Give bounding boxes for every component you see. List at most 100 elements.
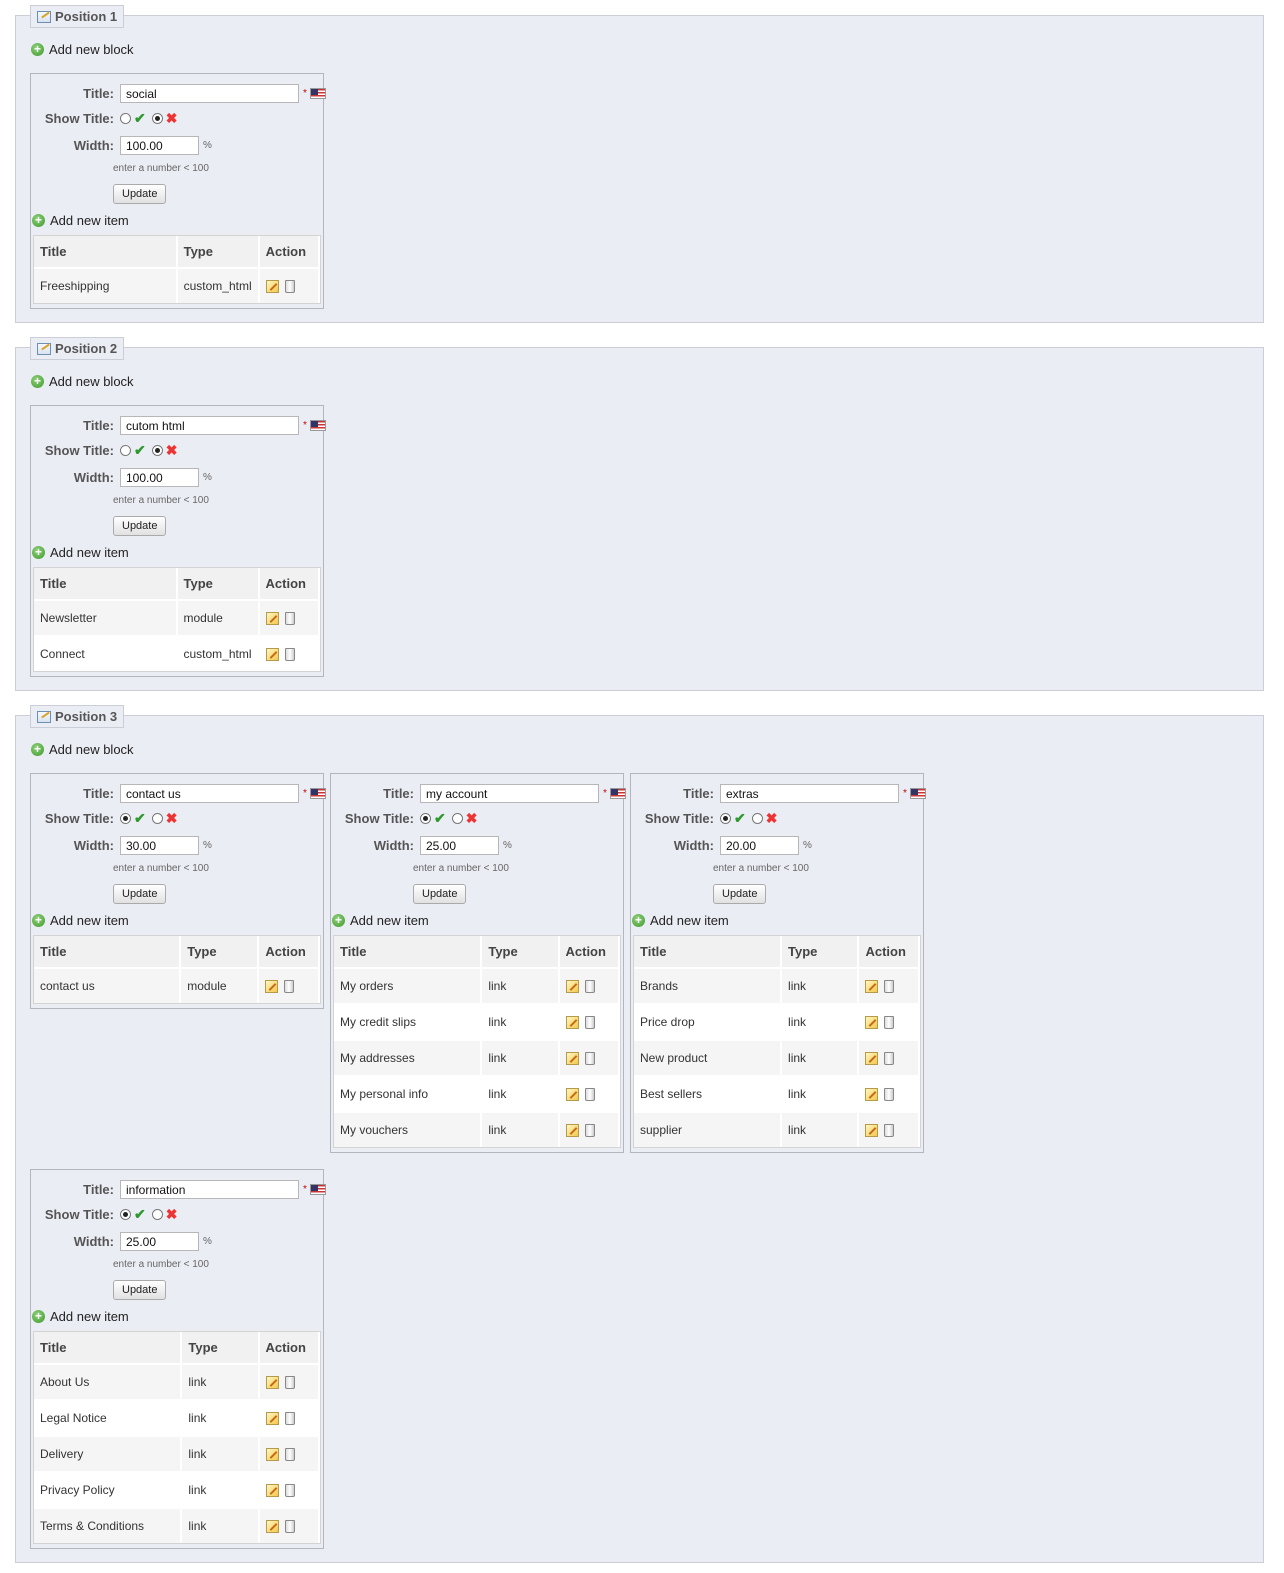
update-button[interactable]: Update xyxy=(113,884,167,904)
delete-icon[interactable] xyxy=(284,648,295,662)
add-block-button[interactable]: + Add new block xyxy=(31,42,134,57)
column-header-type[interactable]: Type xyxy=(177,236,260,267)
show-title-no-radio[interactable] xyxy=(451,813,463,824)
block-title-input[interactable]: my account xyxy=(420,784,599,803)
width-input[interactable]: 25.00 xyxy=(420,836,499,855)
show-title-yes-radio[interactable] xyxy=(720,813,731,824)
update-button[interactable]: Update xyxy=(713,884,767,904)
column-header-action[interactable]: Action xyxy=(859,936,920,967)
column-header-action[interactable]: Action xyxy=(259,568,320,599)
edit-icon[interactable] xyxy=(565,1052,579,1066)
delete-icon[interactable] xyxy=(584,1016,595,1030)
column-header-title[interactable]: Title xyxy=(634,936,783,967)
language-flag-icon[interactable] xyxy=(309,88,326,99)
edit-icon[interactable] xyxy=(265,980,279,994)
delete-icon[interactable] xyxy=(284,1412,295,1426)
delete-icon[interactable] xyxy=(284,1376,295,1390)
column-header-action[interactable]: Action xyxy=(259,936,320,967)
edit-icon[interactable] xyxy=(265,280,279,294)
delete-icon[interactable] xyxy=(584,1124,595,1138)
language-flag-icon[interactable] xyxy=(309,788,326,799)
show-title-yes-radio[interactable] xyxy=(120,445,131,456)
edit-icon[interactable] xyxy=(265,1520,279,1534)
update-button[interactable]: Update xyxy=(113,516,167,536)
show-title-no-radio[interactable] xyxy=(151,1209,163,1220)
add-block-button[interactable]: + Add new block xyxy=(31,374,134,389)
column-header-action[interactable]: Action xyxy=(259,1332,320,1363)
column-header-title[interactable]: Title xyxy=(34,1332,183,1363)
delete-icon[interactable] xyxy=(284,980,295,994)
delete-icon[interactable] xyxy=(884,1052,895,1066)
edit-icon[interactable] xyxy=(565,1088,579,1102)
column-header-title[interactable]: Title xyxy=(34,236,178,267)
delete-icon[interactable] xyxy=(584,1052,595,1066)
column-header-title[interactable]: Title xyxy=(334,936,483,967)
delete-icon[interactable] xyxy=(284,1520,295,1534)
edit-icon[interactable] xyxy=(565,1016,579,1030)
edit-icon[interactable] xyxy=(265,648,279,662)
add-item-button[interactable]: + Add new item xyxy=(332,913,429,928)
add-item-button[interactable]: + Add new item xyxy=(632,913,729,928)
language-flag-icon[interactable] xyxy=(609,788,626,799)
column-header-action[interactable]: Action xyxy=(259,236,320,267)
delete-icon[interactable] xyxy=(884,1088,895,1102)
show-title-no-radio[interactable] xyxy=(151,113,163,124)
edit-icon[interactable] xyxy=(265,1412,279,1426)
width-input[interactable]: 30.00 xyxy=(120,836,199,855)
language-flag-icon[interactable] xyxy=(309,1184,326,1195)
delete-icon[interactable] xyxy=(884,1016,895,1030)
language-flag-icon[interactable] xyxy=(909,788,926,799)
edit-icon[interactable] xyxy=(265,612,279,626)
block-title-input[interactable]: extras xyxy=(720,784,899,803)
edit-icon[interactable] xyxy=(565,980,579,994)
edit-icon[interactable] xyxy=(865,1052,879,1066)
add-item-button[interactable]: + Add new item xyxy=(32,545,129,560)
width-input[interactable]: 100.00 xyxy=(120,468,199,487)
width-input[interactable]: 20.00 xyxy=(720,836,799,855)
add-block-button[interactable]: + Add new block xyxy=(31,742,134,757)
width-input[interactable]: 25.00 xyxy=(120,1232,199,1251)
add-item-button[interactable]: + Add new item xyxy=(32,913,129,928)
update-button[interactable]: Update xyxy=(113,1280,167,1300)
column-header-type[interactable]: Type xyxy=(782,936,860,967)
block-title-input[interactable]: contact us xyxy=(120,784,299,803)
block-title-input[interactable]: cutom html xyxy=(120,416,299,435)
delete-icon[interactable] xyxy=(584,980,595,994)
edit-icon[interactable] xyxy=(865,1016,879,1030)
add-item-button[interactable]: + Add new item xyxy=(32,213,129,228)
column-header-type[interactable]: Type xyxy=(177,568,260,599)
edit-icon[interactable] xyxy=(865,980,879,994)
edit-icon[interactable] xyxy=(565,1124,579,1138)
language-flag-icon[interactable] xyxy=(309,420,326,431)
edit-icon[interactable] xyxy=(865,1124,879,1138)
column-header-type[interactable]: Type xyxy=(182,1332,260,1363)
show-title-yes-radio[interactable] xyxy=(420,813,431,824)
column-header-type[interactable]: Type xyxy=(482,936,560,967)
block-title-input[interactable]: information xyxy=(120,1180,299,1199)
show-title-no-radio[interactable] xyxy=(751,813,763,824)
width-input[interactable]: 100.00 xyxy=(120,136,199,155)
edit-icon[interactable] xyxy=(265,1484,279,1498)
show-title-yes-radio[interactable] xyxy=(120,113,131,124)
show-title-yes-radio[interactable] xyxy=(120,813,131,824)
block-title-input[interactable]: social xyxy=(120,84,299,103)
edit-icon[interactable] xyxy=(865,1088,879,1102)
edit-icon[interactable] xyxy=(265,1376,279,1390)
column-header-title[interactable]: Title xyxy=(34,936,182,967)
delete-icon[interactable] xyxy=(284,612,295,626)
update-button[interactable]: Update xyxy=(413,884,467,904)
delete-icon[interactable] xyxy=(884,980,895,994)
delete-icon[interactable] xyxy=(284,1484,295,1498)
delete-icon[interactable] xyxy=(584,1088,595,1102)
show-title-no-radio[interactable] xyxy=(151,445,163,456)
delete-icon[interactable] xyxy=(284,1448,295,1462)
show-title-yes-radio[interactable] xyxy=(120,1209,131,1220)
add-item-button[interactable]: + Add new item xyxy=(32,1309,129,1324)
column-header-type[interactable]: Type xyxy=(181,936,260,967)
delete-icon[interactable] xyxy=(284,280,295,294)
edit-icon[interactable] xyxy=(265,1448,279,1462)
column-header-action[interactable]: Action xyxy=(559,936,620,967)
show-title-no-radio[interactable] xyxy=(151,813,163,824)
delete-icon[interactable] xyxy=(884,1124,895,1138)
column-header-title[interactable]: Title xyxy=(34,568,178,599)
